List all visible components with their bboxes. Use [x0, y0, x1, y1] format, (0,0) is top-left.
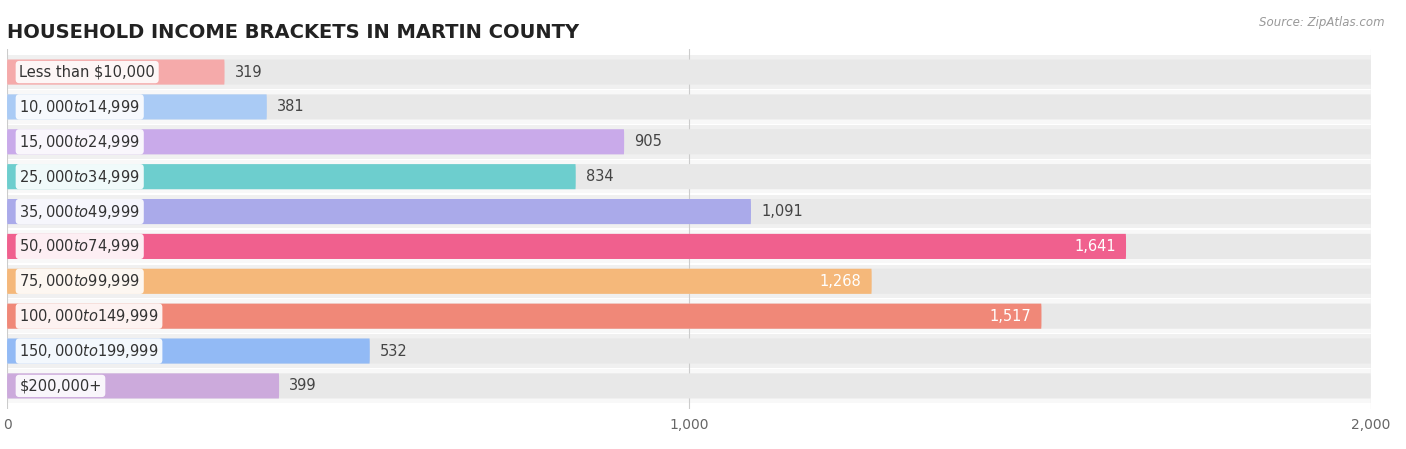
Text: $10,000 to $14,999: $10,000 to $14,999: [20, 98, 141, 116]
Text: 1,641: 1,641: [1074, 239, 1116, 254]
FancyBboxPatch shape: [7, 369, 1371, 403]
Text: 1,268: 1,268: [820, 274, 862, 289]
FancyBboxPatch shape: [7, 90, 1371, 123]
Text: $200,000+: $200,000+: [20, 379, 101, 393]
FancyBboxPatch shape: [7, 374, 280, 398]
FancyBboxPatch shape: [7, 304, 1371, 329]
FancyBboxPatch shape: [7, 269, 1371, 294]
Text: 532: 532: [380, 343, 408, 359]
FancyBboxPatch shape: [7, 55, 1371, 89]
FancyBboxPatch shape: [7, 234, 1371, 259]
Text: 905: 905: [634, 134, 662, 150]
Text: $15,000 to $24,999: $15,000 to $24,999: [20, 133, 141, 151]
FancyBboxPatch shape: [7, 195, 1371, 228]
FancyBboxPatch shape: [7, 269, 872, 294]
FancyBboxPatch shape: [7, 60, 225, 84]
FancyBboxPatch shape: [7, 234, 1126, 259]
Text: 319: 319: [235, 65, 263, 79]
Text: 834: 834: [586, 169, 613, 184]
FancyBboxPatch shape: [7, 129, 1371, 154]
Text: 1,517: 1,517: [990, 308, 1031, 324]
FancyBboxPatch shape: [7, 339, 1371, 364]
FancyBboxPatch shape: [7, 304, 1042, 329]
Text: $75,000 to $99,999: $75,000 to $99,999: [20, 272, 141, 291]
Text: $150,000 to $199,999: $150,000 to $199,999: [20, 342, 159, 360]
Text: 381: 381: [277, 99, 305, 114]
FancyBboxPatch shape: [7, 125, 1371, 158]
Text: Less than $10,000: Less than $10,000: [20, 65, 155, 79]
FancyBboxPatch shape: [7, 94, 1371, 119]
Text: $25,000 to $34,999: $25,000 to $34,999: [20, 167, 141, 186]
FancyBboxPatch shape: [7, 199, 1371, 224]
FancyBboxPatch shape: [7, 60, 1371, 84]
Text: 1,091: 1,091: [761, 204, 803, 219]
FancyBboxPatch shape: [7, 374, 1371, 398]
Text: 399: 399: [290, 379, 316, 393]
FancyBboxPatch shape: [7, 264, 1371, 298]
FancyBboxPatch shape: [7, 335, 1371, 368]
FancyBboxPatch shape: [7, 160, 1371, 194]
Text: $35,000 to $49,999: $35,000 to $49,999: [20, 202, 141, 220]
FancyBboxPatch shape: [7, 199, 751, 224]
FancyBboxPatch shape: [7, 299, 1371, 333]
FancyBboxPatch shape: [7, 129, 624, 154]
FancyBboxPatch shape: [7, 164, 1371, 189]
Text: $50,000 to $74,999: $50,000 to $74,999: [20, 238, 141, 255]
FancyBboxPatch shape: [7, 94, 267, 119]
Text: HOUSEHOLD INCOME BRACKETS IN MARTIN COUNTY: HOUSEHOLD INCOME BRACKETS IN MARTIN COUN…: [7, 23, 579, 42]
FancyBboxPatch shape: [7, 164, 575, 189]
Text: $100,000 to $149,999: $100,000 to $149,999: [20, 307, 159, 325]
Text: Source: ZipAtlas.com: Source: ZipAtlas.com: [1260, 16, 1385, 29]
FancyBboxPatch shape: [7, 230, 1371, 263]
FancyBboxPatch shape: [7, 339, 370, 364]
